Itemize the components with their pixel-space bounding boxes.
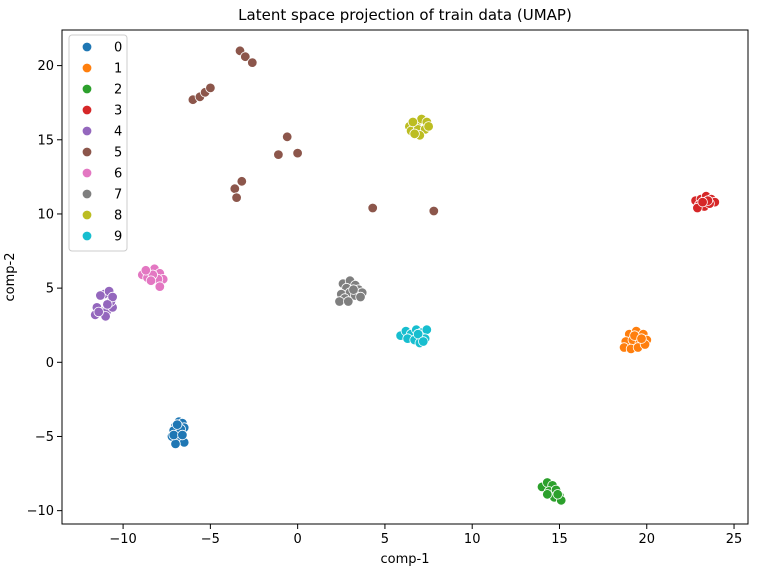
point-class-6 (140, 265, 152, 276)
point-class-4 (93, 306, 104, 318)
point-class-5 (273, 149, 284, 160)
x-tick-label: 25 (726, 532, 743, 547)
point-class-7 (343, 296, 354, 307)
point-class-9 (412, 328, 424, 340)
y-tick-label: 20 (37, 59, 54, 74)
legend-marker-5 (81, 146, 93, 158)
legend-label-8: 8 (114, 209, 122, 224)
y-axis-label: comp-2 (3, 253, 18, 302)
point-class-5 (282, 131, 293, 143)
legend-marker-8 (81, 209, 93, 221)
legend-label-2: 2 (114, 83, 122, 98)
legend-marker-4 (81, 125, 93, 137)
point-class-7 (334, 296, 345, 307)
legend-label-1: 1 (114, 62, 122, 77)
point-class-8 (407, 116, 419, 128)
point-class-2 (542, 489, 553, 500)
legend-label-4: 4 (114, 125, 122, 140)
point-class-2 (552, 489, 563, 500)
y-tick-label: 5 (46, 282, 54, 297)
point-class-5 (240, 51, 251, 62)
point-class-5 (231, 192, 242, 203)
point-class-6 (154, 281, 166, 292)
point-class-0 (170, 438, 181, 450)
y-tick-label: 10 (37, 207, 54, 222)
x-tick-label: 20 (638, 532, 655, 547)
point-class-8 (409, 128, 420, 140)
legend-marker-1 (81, 62, 93, 74)
legend-label-6: 6 (114, 167, 122, 182)
legend-marker-3 (81, 104, 93, 116)
legend-label-7: 7 (114, 188, 122, 203)
legend-marker-9 (81, 230, 93, 242)
point-class-5 (247, 57, 258, 68)
legend-label-3: 3 (114, 104, 122, 119)
point-class-5 (229, 183, 241, 194)
point-class-4 (95, 290, 106, 301)
point-class-7 (355, 291, 366, 303)
y-tick-label: −5 (35, 430, 54, 445)
point-class-9 (421, 324, 433, 335)
legend: 0 1 2 3 4 5 6 7 8 9 (68, 34, 128, 252)
legend-label-9: 9 (114, 230, 122, 245)
point-class-9 (418, 336, 429, 347)
legend-marker-0 (81, 41, 93, 53)
y-axis: −10 −5 0 5 10 15 20 (27, 59, 62, 519)
y-tick-label: 15 (37, 133, 54, 148)
point-class-0 (177, 429, 188, 441)
legend-marker-6 (81, 167, 93, 179)
x-tick-label: 15 (551, 532, 568, 547)
point-class-1 (636, 333, 647, 344)
x-tick-label: 5 (381, 532, 389, 547)
point-class-5 (236, 176, 248, 187)
x-axis: −10 −5 0 5 10 15 20 25 (109, 524, 742, 547)
point-class-7 (348, 284, 359, 295)
y-tick-label: −10 (27, 504, 54, 519)
points-layer (89, 45, 721, 506)
x-tick-label: 0 (294, 532, 302, 547)
legend-marker-2 (81, 83, 93, 95)
point-class-4 (102, 299, 113, 310)
y-tick-label: 0 (46, 356, 54, 371)
plot-area (61, 29, 749, 525)
point-class-6 (145, 275, 157, 286)
x-axis-label: comp-1 (381, 552, 430, 567)
point-class-5 (428, 205, 440, 217)
x-tick-label: −5 (201, 532, 220, 547)
x-tick-label: 10 (464, 532, 481, 547)
chart-title: Latent space projection of train data (U… (238, 6, 572, 24)
point-class-3 (697, 196, 708, 208)
point-class-5 (205, 82, 216, 94)
point-class-4 (107, 291, 118, 303)
point-class-0 (171, 419, 183, 430)
point-class-0 (168, 429, 179, 441)
legend-label-5: 5 (114, 146, 122, 161)
point-class-5 (367, 202, 378, 214)
point-class-8 (423, 121, 434, 132)
point-class-5 (292, 147, 303, 159)
x-tick-label: −10 (109, 532, 136, 547)
legend-label-0: 0 (114, 41, 122, 56)
legend-marker-7 (81, 188, 93, 200)
